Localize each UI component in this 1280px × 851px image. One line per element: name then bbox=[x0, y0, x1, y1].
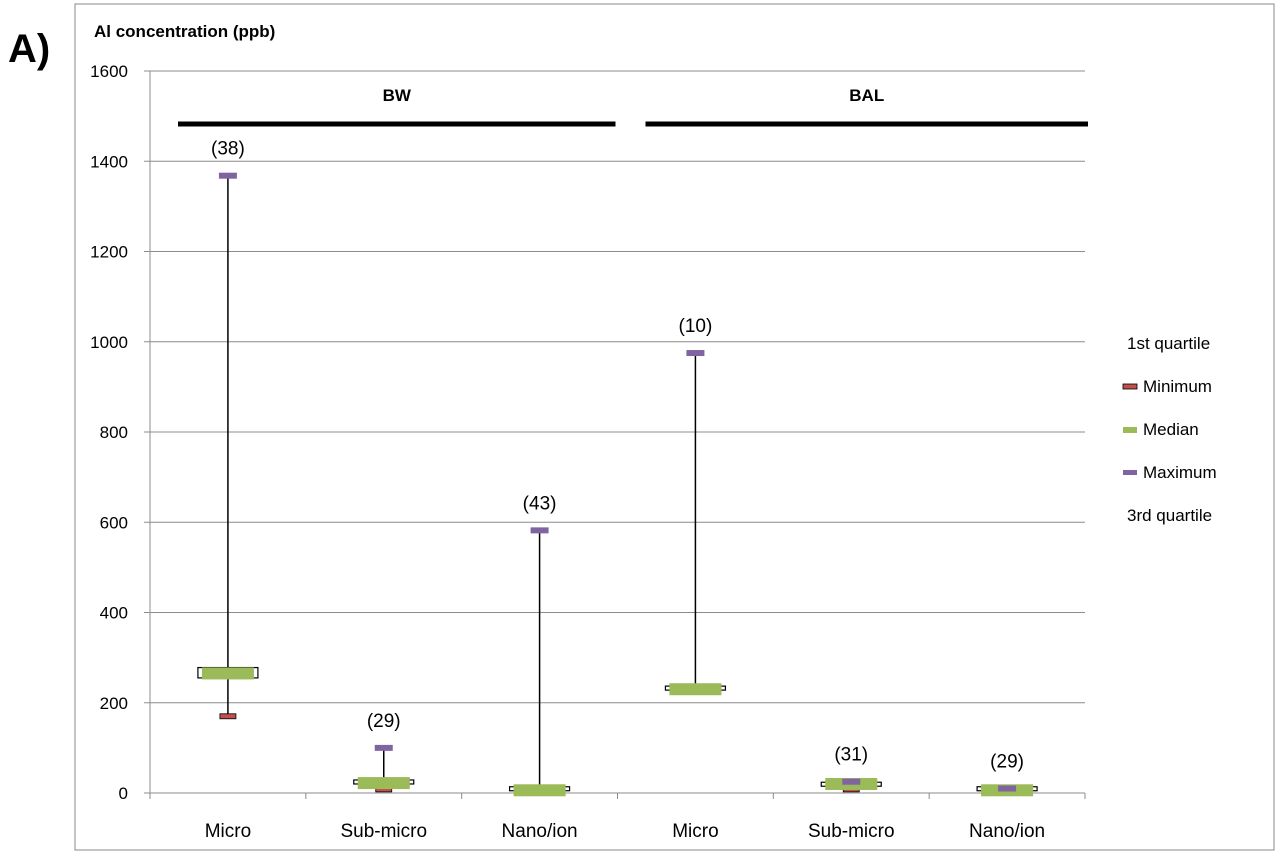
panel-label: A) bbox=[8, 27, 50, 71]
legend-label: Median bbox=[1143, 420, 1199, 439]
y-tick-label: 200 bbox=[100, 694, 128, 713]
y-tick-label: 600 bbox=[100, 513, 128, 532]
legend-swatch bbox=[1122, 383, 1138, 390]
legend: 1st quartile Minimum Median Maximum 3rd quar… bbox=[1122, 334, 1217, 525]
maximum-marker bbox=[218, 172, 237, 179]
x-tick-label: Sub-micro bbox=[340, 821, 427, 842]
maximum-marker bbox=[842, 778, 861, 785]
maximum-marker bbox=[686, 350, 705, 357]
legend-swatch bbox=[1123, 470, 1137, 475]
x-tick-labels: Micro Sub-micro Nano/ion Micro Sub-micro Nano… bbox=[205, 821, 1045, 842]
y-tick-label: 1200 bbox=[90, 243, 128, 262]
y-tick-label: 800 bbox=[100, 423, 128, 442]
legend-label: Maximum bbox=[1143, 463, 1217, 482]
maximum-marker bbox=[530, 527, 549, 534]
minimum-marker bbox=[219, 713, 237, 720]
legend-label: Minimum bbox=[1143, 377, 1212, 396]
count-label: (31) bbox=[834, 745, 868, 766]
y-tick-labels: 0 200 400 600 800 1000 1200 1400 1600 bbox=[90, 62, 128, 803]
y-tick-label: 400 bbox=[100, 604, 128, 623]
y-tick-label: 1600 bbox=[90, 62, 128, 81]
gridlines bbox=[144, 70, 1085, 794]
median-marker bbox=[201, 667, 254, 680]
x-tick-label: Micro bbox=[672, 821, 718, 842]
group-label: BW bbox=[383, 86, 412, 105]
axes bbox=[149, 71, 1086, 799]
x-tick-label: Nano/ion bbox=[502, 821, 578, 842]
group-brackets: BW BAL bbox=[178, 86, 1088, 127]
count-label: (29) bbox=[367, 711, 401, 732]
median-marker bbox=[669, 683, 722, 696]
median-marker bbox=[513, 784, 566, 797]
count-label: (38) bbox=[211, 139, 245, 160]
y-axis-title: Al concentration (ppb) bbox=[94, 22, 275, 41]
count-label: (10) bbox=[679, 316, 713, 337]
legend-label: 3rd quartile bbox=[1127, 506, 1212, 525]
y-tick-label: 1000 bbox=[90, 333, 128, 352]
y-tick-label: 0 bbox=[119, 784, 128, 803]
chart-border bbox=[74, 3, 1275, 851]
median-marker bbox=[357, 777, 410, 790]
x-tick-label: Micro bbox=[205, 821, 251, 842]
count-label: (29) bbox=[990, 751, 1024, 772]
maximum-marker bbox=[998, 785, 1017, 792]
legend-label: 1st quartile bbox=[1127, 334, 1210, 353]
x-tick-label: Nano/ion bbox=[969, 821, 1045, 842]
maximum-marker bbox=[374, 744, 393, 751]
x-tick-label: Sub-micro bbox=[808, 821, 895, 842]
y-tick-label: 1400 bbox=[90, 152, 128, 171]
box-series: (38) (29) (43) (10) (31) (29) bbox=[197, 139, 1038, 797]
count-label: (43) bbox=[523, 493, 557, 514]
group-label: BAL bbox=[849, 86, 884, 105]
legend-swatch bbox=[1123, 427, 1137, 433]
